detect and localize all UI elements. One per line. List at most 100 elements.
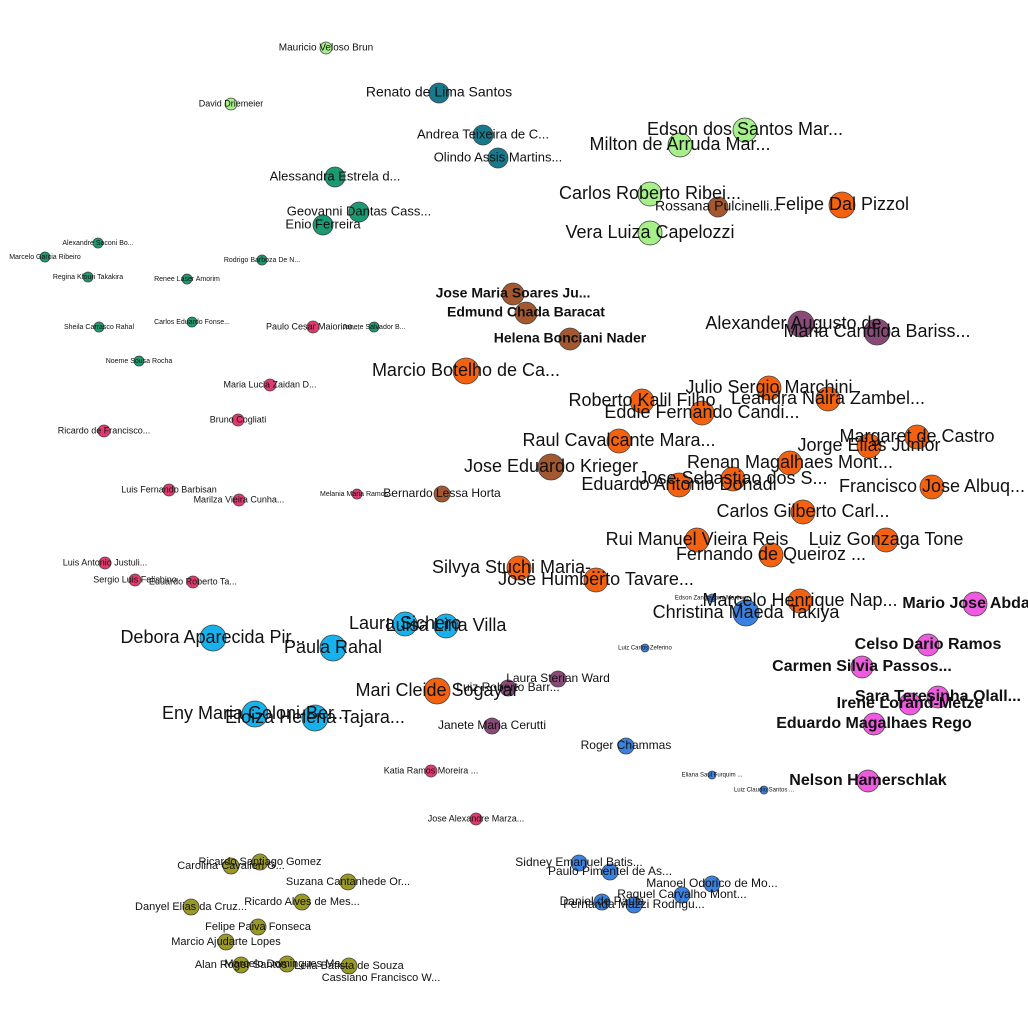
node: [301, 704, 329, 732]
node-label: Roger Chammas: [581, 738, 672, 752]
node-label: Luisa Lina Villa: [386, 615, 508, 635]
node: [128, 573, 142, 587]
node: [916, 633, 940, 657]
node-label: Alexander Augusto de...: [705, 313, 896, 333]
node: [423, 677, 451, 705]
node-label: Sheila Carrasco Rahal: [64, 324, 134, 331]
node-label: Edson dos Santos Mar...: [647, 119, 843, 139]
node: [231, 413, 245, 427]
node: [232, 493, 246, 507]
node: [514, 301, 538, 325]
node-label: Renee Laser Amorim: [154, 276, 220, 283]
node-label: Carlos Roberto Ribei...: [559, 183, 741, 203]
node-label: Luiz Gonzaga Tone: [809, 529, 964, 549]
node: [732, 117, 758, 143]
node-label: Edson Zangiacomi Martinez: [675, 596, 749, 602]
node: [368, 321, 380, 333]
node-label: Leandra Naira Zambel...: [731, 388, 925, 408]
node-label: Helena Bonciani Nader: [494, 330, 647, 346]
node-label: Eliana Saul Furquim ...: [682, 773, 743, 779]
node-label: Ricardo Alves de Mes...: [244, 896, 360, 908]
node: [815, 386, 841, 412]
node-label: Julio Sergio Marchini: [685, 377, 852, 397]
node-label: Luiz Roberto Barr...: [456, 680, 559, 694]
node: [558, 327, 582, 351]
node: [263, 378, 277, 392]
node-label: Janete Salvador B...: [342, 324, 405, 331]
node: [673, 886, 691, 904]
node-label: Debora Aparecida Pir...: [120, 627, 305, 647]
node: [162, 483, 176, 497]
node: [472, 124, 494, 146]
node-label: Eny Maria Goloni-Ber...: [162, 703, 348, 723]
node-label: Nelson Hamerschlak: [789, 772, 947, 789]
node: [640, 643, 650, 653]
node-label: Alessandra Estrela d...: [270, 168, 401, 183]
node-label: Regina Kfouri Takakira: [53, 274, 123, 281]
node-label: Marilza Vieira Cunha...: [194, 494, 285, 504]
node: [251, 853, 269, 871]
node: [758, 542, 784, 568]
node: [863, 318, 891, 346]
node-label: Mario Jose Abdalla: [902, 595, 1028, 612]
node-label: Jorge Elias Junior: [797, 435, 940, 455]
node: [82, 271, 94, 283]
node-label: Luiz Claudio Santos ...: [734, 788, 794, 794]
node: [199, 624, 227, 652]
node-label: Irene Lorand-Metze: [837, 695, 984, 712]
node-label: Marcio Ajudarte Lopes: [171, 936, 281, 948]
node-label: Eduardo Antonio Donadi: [581, 474, 776, 494]
node: [707, 593, 717, 603]
node-label: Jose Humberto Tavare...: [498, 569, 694, 589]
node-label: Carlos Eduardo Fonse...: [154, 319, 230, 326]
node: [424, 764, 438, 778]
node: [850, 655, 874, 679]
node-label: Sidney Emanuel Batis...: [515, 855, 642, 869]
node: [828, 191, 856, 219]
node: [97, 424, 111, 438]
node-label: Janete Maria Cerutti: [438, 718, 546, 732]
node: [759, 785, 769, 795]
node-label: Cassiano Francisco W...: [322, 972, 441, 984]
node: [732, 599, 760, 627]
node: [483, 717, 501, 735]
node-label: Christina Maeda Takiya: [653, 602, 841, 622]
node: [181, 273, 193, 285]
node: [629, 388, 655, 414]
node-label: Maria Candida Bariss...: [783, 321, 970, 341]
node: [217, 933, 235, 951]
node: [501, 282, 525, 306]
node-label: Daniel de Paula: [560, 894, 645, 908]
node: [351, 488, 363, 500]
node: [606, 428, 632, 454]
node-label: Carmen Silvia Passos...: [772, 658, 952, 675]
node: [222, 857, 240, 875]
node-label: Paulo Pimentel de As...: [548, 864, 672, 878]
node: [919, 474, 945, 500]
node: [324, 166, 346, 188]
node-label: Raquel Carvalho Mont...: [617, 887, 746, 901]
node-label: Rodrigo Barboza De N...: [224, 257, 300, 264]
node-label: Suzana Cantanhede Or...: [286, 876, 410, 888]
node: [39, 251, 51, 263]
node: [756, 375, 782, 401]
node: [487, 147, 509, 169]
node-label: David Driemeier: [199, 98, 264, 108]
node: [856, 769, 880, 793]
node: [667, 132, 693, 158]
node-label: Eduardo Magalhaes Rego: [776, 715, 972, 732]
node-label: Fernanda Mazzi Rodrigu...: [563, 897, 704, 911]
node: [926, 685, 950, 709]
node: [787, 310, 815, 338]
node-label: Eduardo Roberto Ta...: [149, 576, 237, 586]
node-label: Olindo Assis Martins...: [434, 149, 563, 164]
node-label: Mari Cleide Sogayar: [355, 680, 518, 700]
node: [312, 214, 334, 236]
node: [637, 220, 663, 246]
node-label: Katia Ramos Moreira ...: [384, 765, 479, 775]
node: [182, 898, 200, 916]
node: [617, 737, 635, 755]
node-label: Luiz Carlos Zeferino: [618, 646, 672, 652]
node-label: Jose Sebastiao dos S...: [638, 468, 827, 488]
